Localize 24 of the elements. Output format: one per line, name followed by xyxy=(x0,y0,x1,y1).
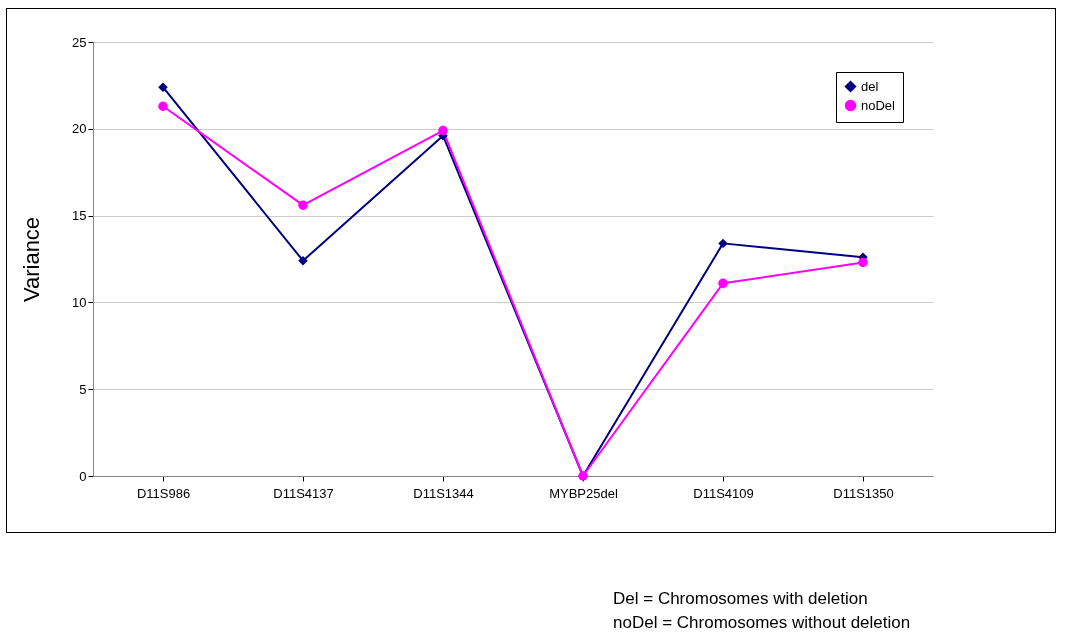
y-tick-label: 25 xyxy=(72,34,87,50)
y-tick-label: 5 xyxy=(79,381,87,397)
text: noDel = Chromosomes without deletion xyxy=(613,613,911,632)
x-tick-label: D11S986 xyxy=(136,485,191,501)
x-tick-label: MYBP25del xyxy=(549,485,618,501)
y-tick-label: 0 xyxy=(79,468,87,484)
x-tick-label: D11S4137 xyxy=(273,485,334,501)
point xyxy=(718,238,728,249)
legend-label: del xyxy=(861,78,879,94)
point xyxy=(158,101,168,111)
point xyxy=(298,255,308,266)
x-tick-label: D11S1344 xyxy=(413,485,474,501)
y-tick-label: 15 xyxy=(72,208,87,224)
x-tick-label: D11S4109 xyxy=(693,485,754,501)
y-axis-title: Variance xyxy=(19,216,45,303)
y-tick-label: 10 xyxy=(72,294,87,310)
point xyxy=(298,200,308,210)
legend-label: noDel xyxy=(861,97,896,113)
point xyxy=(858,257,868,268)
text: Del = Chromosomes with deletion xyxy=(613,589,868,608)
point xyxy=(718,278,728,289)
x-tick-label: D11S1350 xyxy=(833,485,894,501)
point xyxy=(438,125,448,136)
y-tick-label: 20 xyxy=(72,121,87,137)
